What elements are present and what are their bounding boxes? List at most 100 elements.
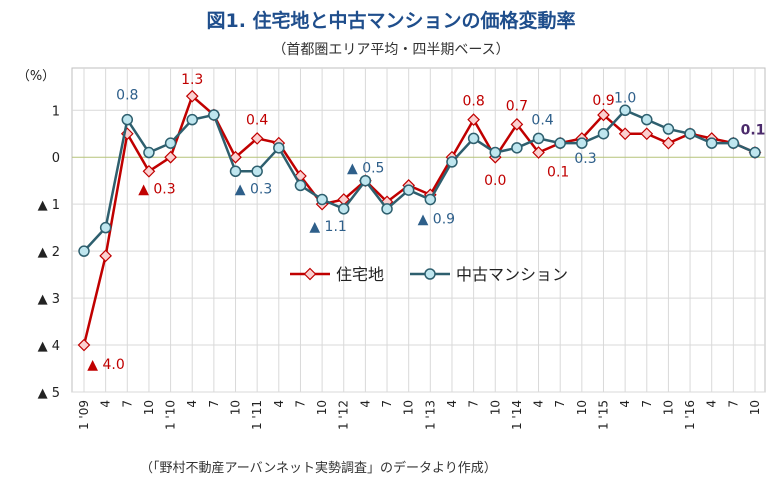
- y-tick-label: ▲ 1: [38, 198, 60, 213]
- series-2-point: [381, 203, 393, 215]
- legend: 住宅地 中古マンション: [290, 265, 568, 284]
- data-label: ▲ 0.9: [418, 211, 455, 227]
- x-tick-label: 4: [445, 400, 459, 408]
- x-tick-label: 1 '16: [683, 400, 697, 430]
- data-label: 0.0: [484, 173, 506, 189]
- series-2-point: [251, 165, 263, 178]
- x-tick-label: 1 '14: [510, 400, 524, 430]
- data-label: 1.0: [614, 90, 636, 106]
- series-2-point: [727, 137, 740, 149]
- series-2-point: [294, 179, 307, 192]
- series-1-point: [662, 136, 675, 150]
- data-label: ▲ 0.3: [235, 181, 272, 197]
- series-1-point: [532, 146, 545, 159]
- series-1-point: [77, 338, 91, 352]
- data-labels: 1.30.80.40.8 0.70.40.9 1.00.10.00.10.3▲ 0.…: [87, 72, 765, 373]
- x-tick-label: 7: [640, 400, 654, 408]
- x-tick-label: 1 '11: [250, 400, 264, 430]
- series-2-point: [402, 184, 415, 196]
- x-tick-label: 1 '09: [77, 400, 91, 430]
- data-label: ▲ 1.1: [309, 219, 346, 235]
- series-1-point: [99, 249, 112, 263]
- series-group: [77, 89, 762, 352]
- series-2-point: [619, 104, 631, 117]
- series-1-point: [597, 108, 610, 122]
- series-2-point: [576, 137, 588, 149]
- series-1-point: [250, 132, 264, 145]
- y-tick-label: ▲ 3: [38, 292, 60, 307]
- plot-border: [71, 67, 766, 393]
- series-1-point: [229, 150, 242, 164]
- x-tick-label: 7: [207, 400, 221, 408]
- series-2-point: [186, 113, 198, 126]
- source-note: （「野村不動産アーバンネット実勢調査」のデータより作成）: [140, 460, 497, 476]
- series-2-point: [99, 221, 112, 234]
- series-2-point: [684, 127, 696, 140]
- y-tick-label: ▲ 4: [38, 339, 60, 354]
- series-1-point: [510, 117, 524, 131]
- grid-lines: [71, 67, 766, 393]
- series-1-point: [142, 164, 156, 178]
- data-label: 0.8: [462, 94, 484, 110]
- x-tick-label: 1 '12: [337, 400, 351, 430]
- series-2-point: [446, 156, 458, 168]
- data-label: 0.4: [246, 112, 268, 128]
- y-unit-label: （%）: [17, 69, 55, 84]
- y-tick-label: 0: [52, 151, 60, 166]
- series-2-point: [489, 146, 502, 159]
- series-1-point: [467, 113, 480, 127]
- x-tick-label: 10: [315, 400, 329, 415]
- series-2-point: [78, 245, 90, 257]
- series-2-point: [705, 137, 718, 149]
- series-2-point: [532, 132, 545, 145]
- x-tick-label: 4: [532, 400, 546, 408]
- series-2-point: [554, 137, 566, 149]
- x-tick-label: 10: [575, 400, 589, 415]
- x-tick-label: 4: [99, 400, 113, 408]
- data-label: ▲ 0.3: [138, 181, 175, 197]
- data-label: 0.8: [116, 88, 138, 104]
- x-tick-label: 10: [661, 400, 675, 415]
- x-tick-label: 4: [272, 400, 286, 408]
- data-label: 1.3: [181, 72, 203, 88]
- series-1-point: [164, 150, 177, 164]
- series-1-point: [618, 127, 632, 141]
- series-2-point: [337, 203, 350, 215]
- y-axis-ticks: 1 0 ▲ 1 ▲ 2 ▲ 3 ▲ 4 ▲ 5: [38, 104, 60, 401]
- x-tick-label: 10: [229, 400, 243, 415]
- x-tick-label: 1 '15: [596, 400, 610, 430]
- data-label: 0.1: [741, 123, 766, 139]
- series-2-point: [424, 193, 437, 206]
- chart-subtitle: （首都圏エリア平均・四半期ベース）: [272, 42, 509, 58]
- y-tick-label: ▲ 5: [38, 386, 60, 401]
- data-label: ▲ 4.0: [87, 357, 124, 373]
- y-tick-label: 1: [52, 104, 60, 119]
- series-1-point: [640, 127, 654, 141]
- y-tick-label: ▲ 2: [38, 245, 60, 260]
- series-2-point: [511, 142, 523, 154]
- series-2-point: [359, 174, 372, 187]
- x-tick-label: 4: [705, 400, 719, 408]
- x-axis-ticks: 1 '09 4 7 10 1 '10 4 7 10 1 '11 4 7 10 1 '12 4 7 10 1 '1…: [77, 400, 762, 430]
- x-tick-label: 7: [293, 400, 307, 408]
- x-tick-label: 4: [185, 400, 199, 408]
- x-tick-label: 10: [488, 400, 502, 415]
- x-tick-label: 7: [553, 400, 567, 408]
- series-2-point: [467, 132, 480, 145]
- series-2-point: [164, 137, 177, 149]
- series-2-point: [143, 146, 155, 159]
- data-label: 0.1: [547, 165, 569, 181]
- series-2-point: [229, 165, 242, 178]
- legend-marker-1: [303, 267, 317, 281]
- series-2-point: [121, 113, 134, 126]
- legend-marker-2: [424, 268, 436, 280]
- x-tick-label: 1 '10: [164, 400, 178, 430]
- data-label: 0.3: [574, 151, 596, 167]
- series-2-point: [641, 113, 653, 126]
- legend-label-1: 住宅地: [336, 265, 384, 284]
- x-tick-label: 10: [748, 400, 762, 415]
- legend-label-2: 中古マンション: [456, 265, 568, 284]
- x-tick-label: 1 '13: [423, 400, 437, 430]
- series-line-2: [83, 108, 756, 252]
